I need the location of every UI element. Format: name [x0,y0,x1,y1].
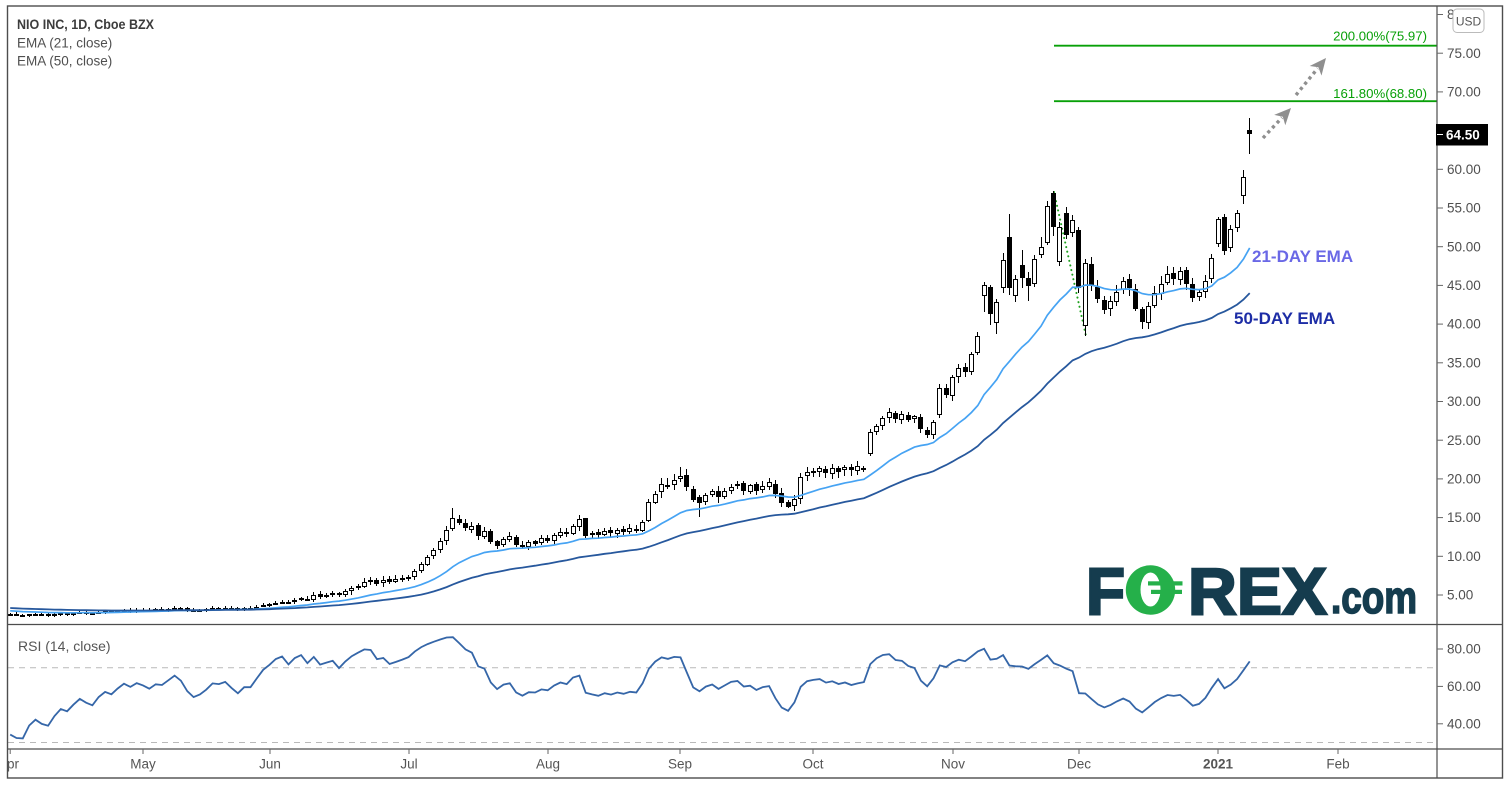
svg-text:60.00: 60.00 [1447,162,1481,177]
svg-text:EMA (50, close): EMA (50, close) [17,54,112,69]
svg-text:NIO INC, 1D, Cboe BZX: NIO INC, 1D, Cboe BZX [17,16,155,32]
svg-text:RSI (14, close): RSI (14, close) [18,638,111,654]
svg-text:F: F [1086,554,1125,628]
svg-text:30.00: 30.00 [1447,394,1481,409]
svg-text:60.00: 60.00 [1447,679,1481,694]
svg-text:.com: .com [1331,572,1417,623]
svg-text:Oct: Oct [802,757,823,772]
svg-text:10.00: 10.00 [1447,549,1481,564]
svg-text:Jun: Jun [259,757,281,772]
svg-text:Feb: Feb [1326,757,1349,772]
svg-text:70.00: 70.00 [1447,85,1481,100]
svg-text:21-DAY EMA: 21-DAY EMA [1252,247,1353,266]
svg-text:2021: 2021 [1203,757,1234,772]
svg-text:161.80%(68.80): 161.80%(68.80) [1333,86,1427,101]
svg-text:75.00: 75.00 [1447,46,1481,61]
svg-text:35.00: 35.00 [1447,355,1481,370]
svg-text:45.00: 45.00 [1447,278,1481,293]
svg-text:50-DAY EMA: 50-DAY EMA [1234,309,1335,328]
svg-text:200.00%(75.97): 200.00%(75.97) [1333,29,1427,44]
svg-text:Jul: Jul [400,757,417,772]
svg-text:pr: pr [7,757,20,772]
svg-text:64.50: 64.50 [1446,128,1480,143]
svg-text:15.00: 15.00 [1447,510,1481,525]
svg-text:40.00: 40.00 [1447,317,1481,332]
svg-text:Aug: Aug [536,757,560,772]
svg-text:50.00: 50.00 [1447,239,1481,254]
svg-text:Sep: Sep [668,757,692,772]
svg-text:40.00: 40.00 [1447,716,1481,731]
svg-text:Dec: Dec [1067,757,1091,772]
svg-text:REX: REX [1188,554,1327,628]
svg-text:55.00: 55.00 [1447,201,1481,216]
svg-text:25.00: 25.00 [1447,433,1481,448]
svg-text:20.00: 20.00 [1447,472,1481,487]
svg-text:80.00: 80.00 [1447,642,1481,657]
svg-text:5.00: 5.00 [1447,588,1473,603]
svg-text:Nov: Nov [941,757,965,772]
svg-text:EMA (21, close): EMA (21, close) [17,36,112,51]
svg-text:May: May [130,757,156,772]
svg-text:USD: USD [1456,15,1482,29]
